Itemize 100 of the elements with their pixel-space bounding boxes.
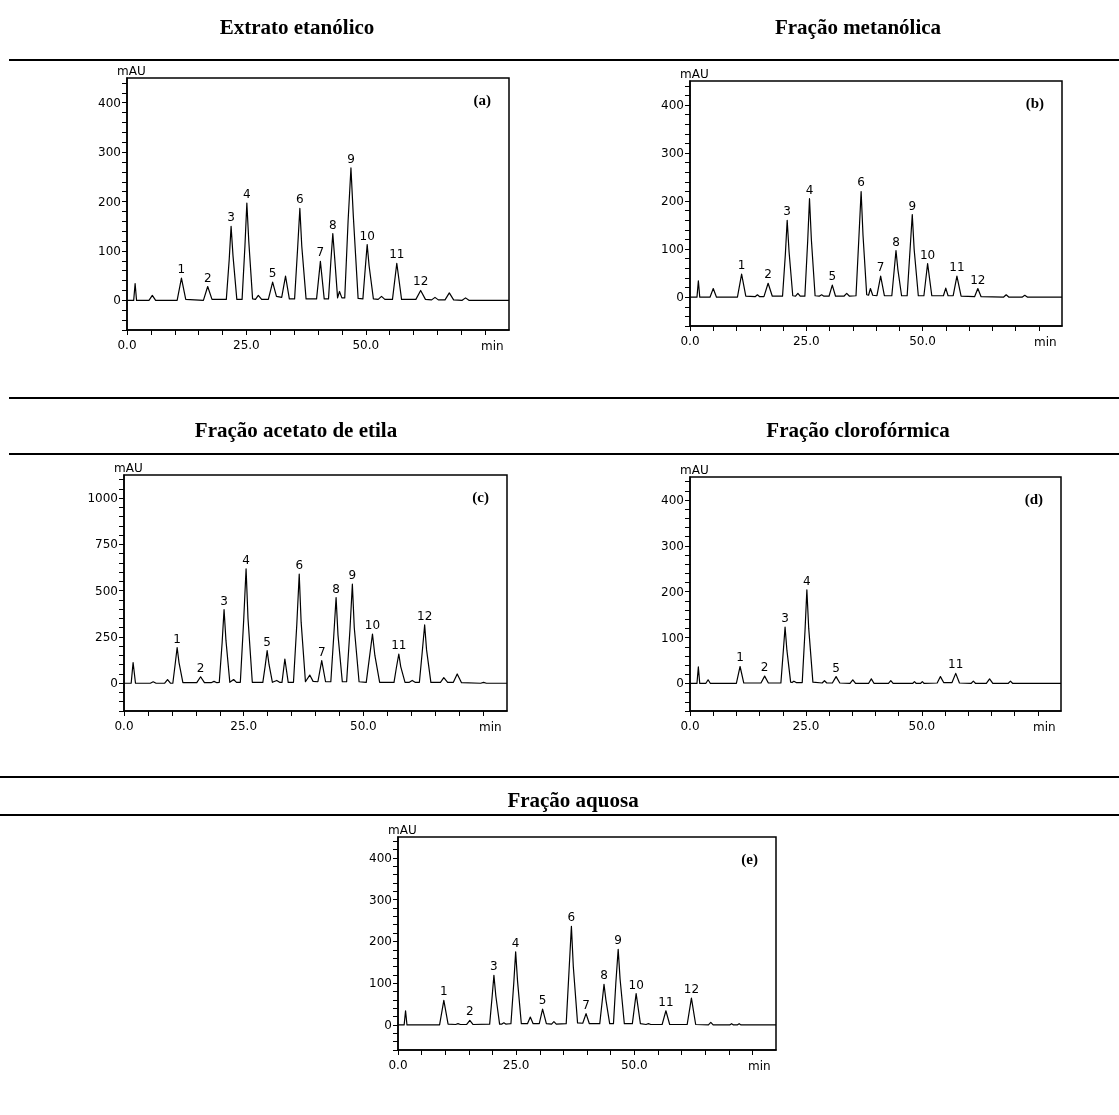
annotation: 11 [391, 637, 407, 652]
annotation: 12 [417, 608, 433, 623]
annotation: 5 [268, 266, 277, 281]
annotation: 12 [970, 272, 986, 287]
y-tick-label: 200 [369, 934, 392, 949]
x-tick-label: 25.0 [230, 719, 258, 733]
annotation: 3 [781, 611, 789, 626]
y-axis-title: mAU [117, 64, 146, 78]
annotation: 11 [389, 247, 405, 262]
annotation: 2 [764, 267, 772, 282]
x-tick-label: 50.0 [352, 338, 380, 352]
x-tick-label: 50.0 [908, 719, 936, 733]
y-tick-label: 300 [661, 538, 684, 553]
x-axis-title: min [1034, 335, 1057, 349]
y-tick-label: 200 [661, 194, 684, 209]
annotation: 10 [628, 977, 644, 992]
annotation: 11 [948, 657, 964, 672]
annotation: 4 [242, 552, 250, 567]
annotation: 6 [296, 192, 304, 207]
annotation: (a) [473, 91, 492, 109]
annotation: 7 [582, 997, 590, 1012]
annotation: 3 [783, 204, 792, 219]
y-tick-label: 300 [369, 892, 392, 907]
annotation: 1 [737, 258, 746, 273]
annotation: 4 [803, 573, 811, 588]
annotation: 5 [832, 660, 840, 675]
annotation: 3 [227, 210, 235, 225]
chart-title: Fração clorofórmica [766, 417, 951, 442]
x-tick-label: 0.0 [680, 334, 700, 348]
annotation: 7 [317, 644, 326, 659]
y-tick-label: 750 [95, 537, 118, 552]
annotation: (d) [1024, 490, 1044, 508]
x-axis-title: min [1033, 720, 1056, 734]
annotation: 11 [949, 260, 965, 275]
x-tick-label: 25.0 [233, 338, 260, 352]
y-axis-title: mAU [680, 463, 709, 477]
x-tick-label: 0.0 [680, 719, 700, 733]
x-tick-label: 50.0 [350, 719, 377, 733]
y-tick-label: 0 [384, 1017, 392, 1032]
annotation: 5 [538, 993, 547, 1008]
annotation: 8 [892, 234, 900, 249]
y-tick-label: 0 [113, 293, 121, 308]
y-tick-label: 0 [676, 676, 684, 691]
chart-title: Fração aquosa [507, 787, 640, 812]
annotation: 1 [173, 631, 181, 646]
y-tick-label: 300 [98, 145, 121, 160]
y-axis-title: mAU [388, 823, 417, 837]
annotation: 11 [658, 994, 674, 1009]
chart-title: Fração metanólica [774, 14, 942, 39]
x-tick-label: 50.0 [620, 1058, 648, 1072]
annotation: 8 [332, 581, 340, 596]
x-tick-label: 25.0 [502, 1058, 530, 1072]
y-tick-label: 200 [98, 194, 121, 209]
annotation: 1 [736, 650, 744, 665]
x-axis-title: min [748, 1059, 771, 1073]
y-tick-label: 400 [98, 95, 121, 110]
annotation: 6 [567, 910, 576, 925]
chart-title: Fração acetato de etila [194, 417, 398, 442]
x-tick-label: 0.0 [388, 1058, 408, 1072]
annotation: 2 [203, 270, 212, 285]
y-tick-label: 400 [661, 492, 684, 507]
y-tick-label: 400 [661, 98, 684, 113]
y-tick-label: 0 [676, 290, 684, 305]
y-tick-label: 300 [661, 146, 684, 161]
x-tick-label: 50.0 [909, 334, 936, 348]
y-axis-title: mAU [680, 67, 709, 81]
annotation: 7 [316, 245, 325, 260]
y-axis-title: mAU [114, 461, 143, 475]
y-tick-label: 100 [98, 243, 121, 258]
annotation: 8 [328, 217, 337, 232]
annotation: 3 [490, 959, 498, 974]
annotation: (e) [741, 850, 759, 868]
annotation: 2 [466, 1004, 474, 1019]
y-tick-label: 200 [661, 584, 684, 599]
x-tick-label: 0.0 [114, 719, 134, 733]
annotation: 9 [348, 568, 357, 583]
annotation: 6 [295, 558, 304, 573]
annotation: 2 [760, 660, 769, 675]
chart-title: Extrato etanólico [219, 14, 375, 39]
annotation: 12 [683, 982, 700, 997]
annotation: 4 [243, 187, 251, 202]
annotation: 9 [347, 151, 355, 166]
y-tick-label: 500 [95, 583, 118, 598]
annotation: 3 [220, 593, 228, 608]
annotation: 4 [805, 182, 814, 197]
y-tick-label: 1000 [87, 491, 118, 506]
y-tick-label: 400 [369, 850, 392, 865]
annotation: 10 [359, 228, 375, 243]
annotation: 5 [828, 269, 837, 284]
x-tick-label: 25.0 [792, 334, 820, 348]
annotation: (b) [1025, 94, 1045, 112]
annotation: (c) [472, 488, 490, 506]
annotation: 1 [177, 262, 186, 277]
x-tick-label: 0.0 [117, 338, 137, 352]
x-axis-title: min [479, 720, 502, 734]
x-axis-title: min [481, 339, 504, 353]
y-tick-label: 0 [110, 676, 118, 691]
annotation: 4 [511, 935, 520, 950]
annotation: 1 [440, 984, 448, 999]
annotation: 12 [413, 274, 429, 289]
